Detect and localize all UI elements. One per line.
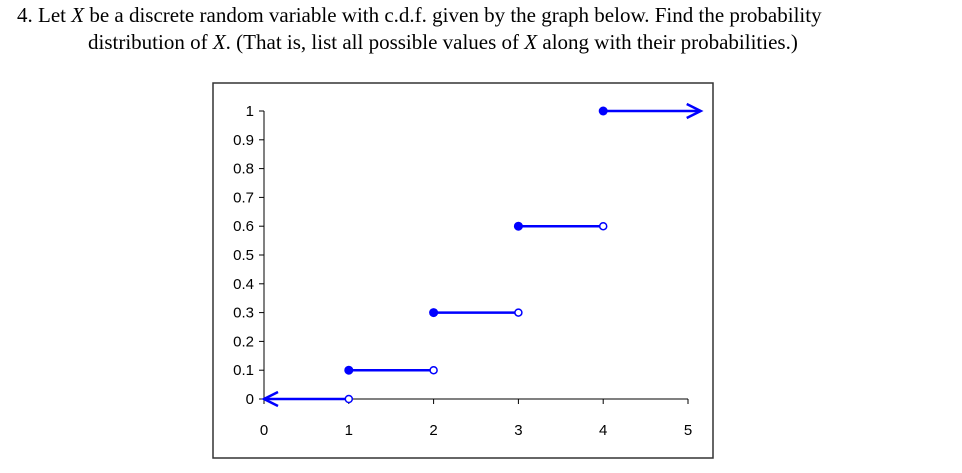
arrow-left-icon bbox=[261, 390, 279, 408]
question-number: 4. bbox=[17, 3, 33, 27]
closed-endpoint bbox=[429, 308, 439, 318]
y-tick-label: 0.1 bbox=[233, 362, 254, 379]
y-tick-label: 0.6 bbox=[233, 218, 254, 235]
closed-endpoint bbox=[344, 365, 354, 375]
variable: X bbox=[524, 30, 538, 54]
y-tick-label: 1 bbox=[246, 103, 254, 120]
x-tick-label: 1 bbox=[345, 422, 353, 439]
arrow-right-icon bbox=[686, 102, 704, 120]
text: Let bbox=[38, 3, 72, 27]
x-tick-label: 3 bbox=[514, 422, 522, 439]
text: along with their probabilities.) bbox=[537, 30, 798, 54]
variable: X bbox=[212, 30, 226, 54]
question-line-1: 4. Let X be a discrete random variable w… bbox=[17, 2, 822, 29]
text: be a discrete random variable with c.d.f… bbox=[84, 3, 822, 27]
y-tick-label: 0.8 bbox=[233, 161, 254, 178]
variable: X bbox=[71, 3, 85, 27]
text: distribution of bbox=[88, 30, 213, 54]
y-tick-label: 0.9 bbox=[233, 132, 254, 149]
closed-endpoint bbox=[598, 106, 608, 116]
closed-endpoint bbox=[513, 221, 523, 231]
open-endpoint bbox=[598, 221, 608, 231]
open-endpoint bbox=[344, 394, 354, 404]
open-endpoint bbox=[429, 365, 438, 375]
x-tick-label: 4 bbox=[599, 422, 607, 439]
x-tick-label: 2 bbox=[429, 422, 437, 439]
y-tick-label: 0.4 bbox=[233, 276, 254, 293]
x-tick-label: 5 bbox=[684, 422, 692, 439]
text: . (That is, list all possible values of bbox=[225, 30, 525, 54]
y-tick-label: 0.5 bbox=[233, 247, 254, 264]
chart-frame bbox=[212, 82, 714, 459]
x-tick-label: 0 bbox=[260, 422, 268, 439]
y-tick-label: 0 bbox=[246, 391, 254, 408]
open-endpoint bbox=[514, 308, 523, 317]
question-line-2: distribution of X. (That is, list all po… bbox=[88, 29, 798, 56]
y-tick-label: 0.3 bbox=[233, 305, 254, 322]
y-tick-label: 0.2 bbox=[233, 333, 254, 350]
y-tick-label: 0.7 bbox=[233, 189, 254, 206]
